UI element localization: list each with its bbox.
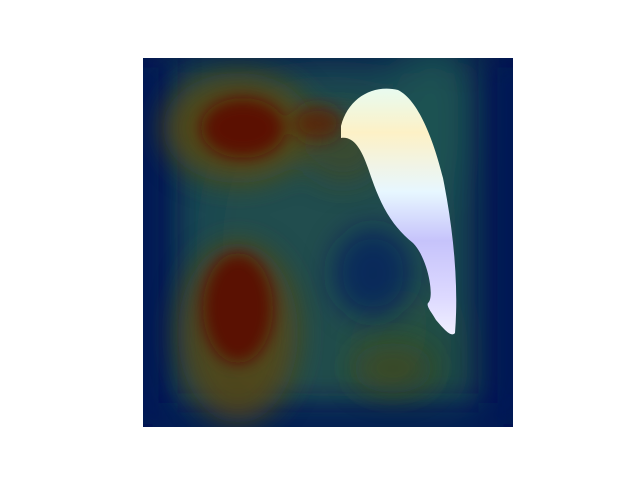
heatmap-image [143,58,513,427]
heatmap-svg [143,58,513,427]
high-activation [201,98,343,363]
edge-low [143,58,513,427]
highlight-blob [341,88,457,335]
